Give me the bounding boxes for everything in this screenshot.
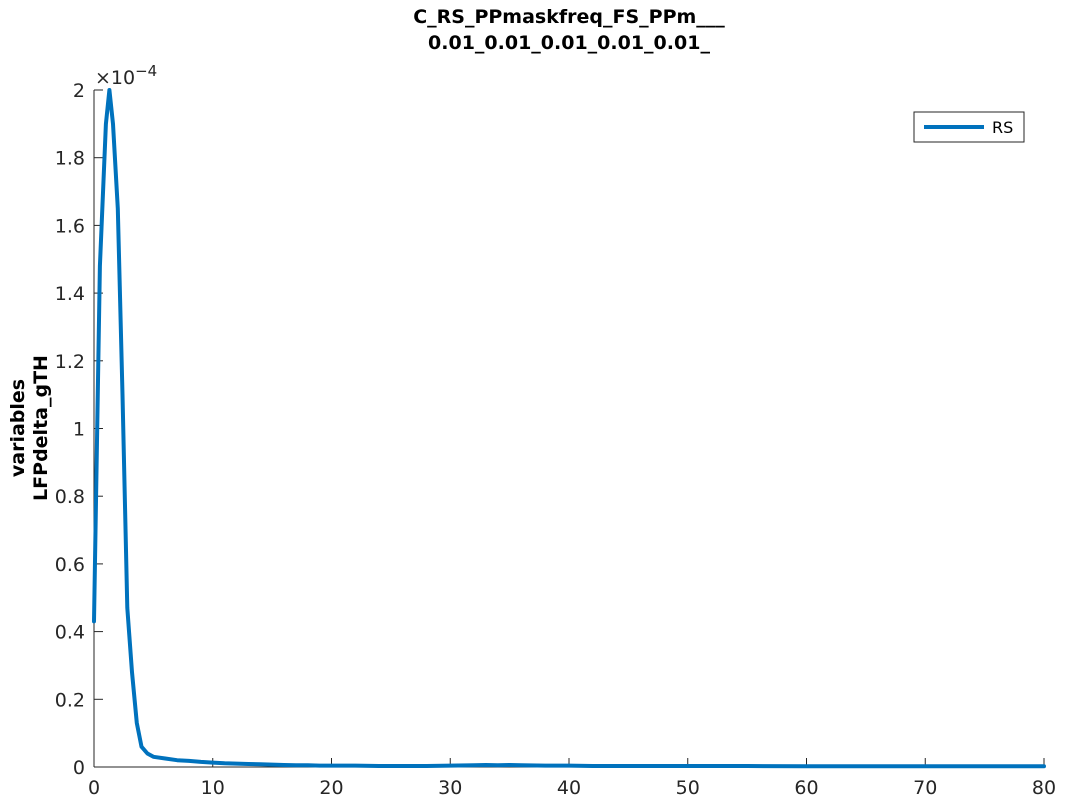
y-tick-label: 0.4 [55,622,85,644]
y-axis-exponent: ×10−4 [95,62,157,89]
y-tick-label: 2 [73,80,85,102]
y-tick-label: 1 [73,419,85,441]
y-tick-label: 0.2 [55,689,85,711]
x-tick-label: 30 [438,777,462,799]
x-tick-label: 20 [319,777,343,799]
y-axis-label: variables LFPdelta_gTH [7,355,52,501]
y-tick-label: 1.4 [55,283,85,305]
y-tick-label: 1.8 [55,148,85,170]
chart-title: C_RS_PPmaskfreq_FS_PPm___ 0.01_0.01_0.01_… [413,6,725,54]
legend-label: RS [992,118,1013,137]
x-tick-label: 10 [201,777,225,799]
x-tick-label: 40 [557,777,581,799]
y-axis-ticks: 0 0.2 0.4 0.6 0.8 1 1.2 1.4 1.6 1.8 2 [55,80,103,779]
y-tick-label: 1.2 [55,351,85,373]
x-tick-label: 80 [1032,777,1056,799]
chart-title-line-2: 0.01_0.01_0.01_0.01_0.01_ [428,32,710,54]
y-exponent-label: ×10−4 [95,62,157,89]
y-tick-label: 1.6 [55,215,85,237]
axes [93,90,1044,768]
x-tick-label: 60 [794,777,818,799]
y-axis-label-line-1: variables [7,379,29,477]
x-tick-label: 70 [913,777,937,799]
x-tick-label: 50 [676,777,700,799]
series-line-rs [92,88,1046,769]
legend[interactable]: RS [913,111,1025,143]
x-axis-ticks: 0 10 20 30 40 50 60 70 80 [88,758,1056,799]
x-tick-label: 0 [88,777,100,799]
y-tick-label: 0 [73,757,85,779]
chart-title-line-1: C_RS_PPmaskfreq_FS_PPm___ [413,6,725,28]
y-axis-label-line-2: LFPdelta_gTH [30,355,52,501]
y-tick-label: 0.8 [55,486,85,508]
series-lines [92,88,1046,769]
y-tick-label: 0.6 [55,554,85,576]
